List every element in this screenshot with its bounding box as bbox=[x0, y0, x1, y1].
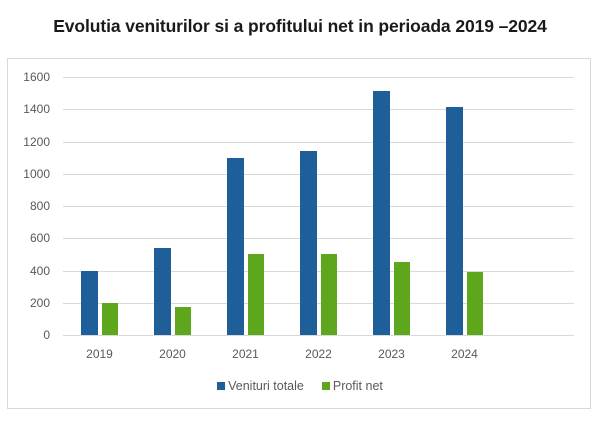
legend-swatch-icon bbox=[321, 382, 330, 390]
gridline bbox=[63, 77, 574, 78]
legend-item: Profit net bbox=[321, 379, 383, 393]
legend-label: Venituri totale bbox=[228, 379, 304, 393]
gridline bbox=[63, 238, 574, 239]
x-tick-label: 2022 bbox=[305, 347, 332, 361]
bar-venituri-totale-2020 bbox=[154, 247, 171, 335]
y-tick-label: 200 bbox=[29, 296, 50, 310]
x-tick-label: 2024 bbox=[451, 347, 478, 361]
chart-title: Evolutia veniturilor si a profitului net… bbox=[53, 16, 547, 36]
x-tick-label: 2020 bbox=[159, 347, 186, 361]
y-tick-label: 1200 bbox=[23, 135, 50, 149]
bar-profit-net-2019 bbox=[101, 302, 118, 335]
gridline bbox=[63, 174, 574, 175]
bar-profit-net-2024 bbox=[466, 272, 483, 335]
bar-venituri-totale-2023 bbox=[373, 90, 390, 335]
gridline bbox=[63, 109, 574, 110]
bar-venituri-totale-2021 bbox=[227, 157, 244, 335]
bar-profit-net-2022 bbox=[320, 254, 337, 335]
bar-venituri-totale-2024 bbox=[446, 106, 463, 335]
gridline bbox=[63, 271, 574, 272]
gridline bbox=[63, 303, 574, 304]
y-tick-label: 1000 bbox=[23, 167, 50, 181]
bar-venituri-totale-2022 bbox=[300, 151, 317, 335]
gridline bbox=[63, 335, 574, 336]
bar-venituri-totale-2019 bbox=[81, 270, 98, 335]
bar-profit-net-2020 bbox=[174, 306, 191, 335]
gridline bbox=[63, 206, 574, 207]
x-tick-label: 2019 bbox=[86, 347, 113, 361]
gridline bbox=[63, 142, 574, 143]
x-tick-label: 2023 bbox=[378, 347, 405, 361]
legend-item: Venituri totale bbox=[217, 379, 304, 393]
bar-profit-net-2021 bbox=[247, 253, 264, 335]
y-tick-label: 400 bbox=[29, 264, 50, 278]
chart-frame bbox=[7, 58, 591, 409]
bar-profit-net-2023 bbox=[393, 262, 410, 335]
legend: Venituri totale Profit net bbox=[0, 379, 600, 393]
legend-swatch-icon bbox=[217, 382, 226, 390]
y-tick-label: 0 bbox=[43, 328, 50, 342]
legend-label: Profit net bbox=[332, 379, 383, 393]
y-tick-label: 800 bbox=[29, 199, 50, 213]
y-tick-label: 1600 bbox=[23, 70, 50, 84]
y-tick-label: 1400 bbox=[23, 102, 50, 116]
y-tick-label: 600 bbox=[29, 231, 50, 245]
x-tick-label: 2021 bbox=[232, 347, 259, 361]
